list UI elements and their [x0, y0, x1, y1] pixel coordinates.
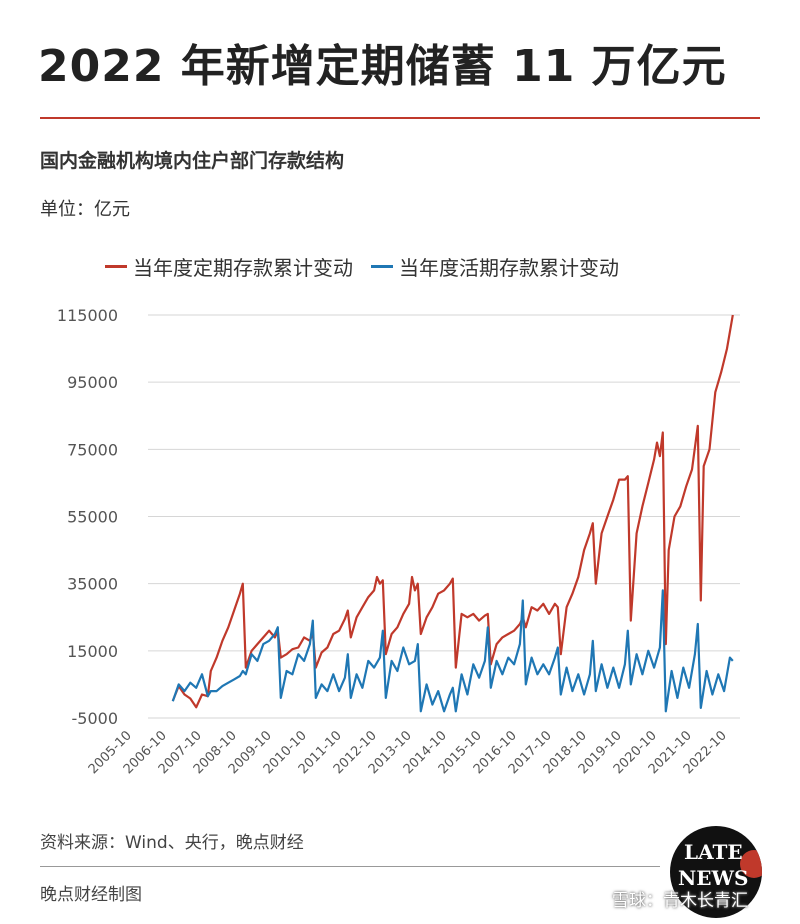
made-by-note: 晚点财经制图: [40, 885, 142, 905]
logo-red-dot: [740, 850, 762, 878]
series-line-fixed-deposits: [171, 314, 734, 709]
series-line-demand-deposits: [171, 589, 734, 713]
logo-text-news: NEWS: [678, 866, 749, 890]
legend-label-fixed: 当年度定期存款累计变动: [133, 256, 353, 280]
logo-text-late: LATE: [684, 840, 743, 864]
y-tick-label: 15000: [67, 642, 118, 661]
legend-swatch-demand: [371, 265, 393, 268]
legend-item-demand: 当年度活期存款累计变动: [371, 252, 619, 281]
y-tick-label: 55000: [67, 508, 118, 527]
legend-swatch-fixed: [105, 265, 127, 268]
legend-label-demand: 当年度活期存款累计变动: [399, 256, 619, 280]
title-divider: [40, 117, 760, 119]
legend-item-fixed: 当年度定期存款累计变动: [105, 252, 353, 281]
y-tick-label: -5000: [72, 709, 119, 728]
y-tick-label: 95000: [67, 373, 118, 392]
late-news-logo: LATE NEWS: [670, 826, 762, 918]
page-title: 2022 年新增定期储蓄 11 万亿元: [38, 41, 727, 92]
line-chart: -500015000350005500075000950001150002005…: [57, 306, 740, 777]
watermark: 雪球：青木长青汇: [612, 891, 748, 911]
unit-label: 单位：亿元: [40, 199, 130, 220]
source-note: 资料来源：Wind、央行，晚点财经: [40, 833, 304, 853]
footer-divider: [40, 866, 660, 867]
y-tick-label: 35000: [67, 575, 118, 594]
chart-legend: 当年度定期存款累计变动 当年度活期存款累计变动: [105, 252, 619, 281]
y-tick-label: 75000: [67, 440, 118, 459]
chart-subtitle: 国内金融机构境内住户部门存款结构: [40, 150, 345, 172]
y-tick-label: 115000: [57, 306, 118, 325]
